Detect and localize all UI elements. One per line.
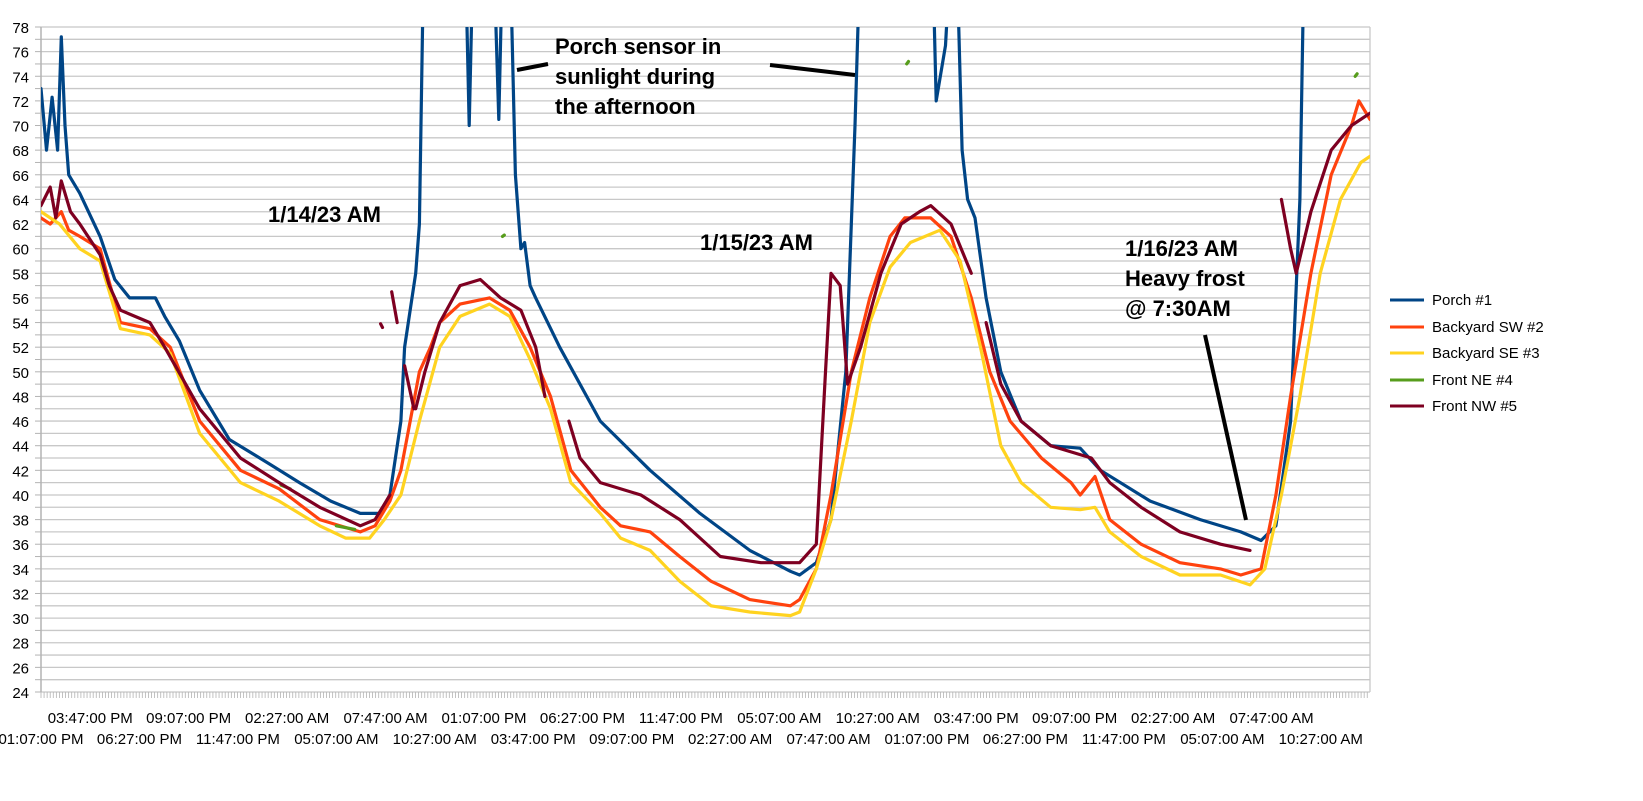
y-tick-label: 36 [12,537,29,554]
y-tick-label: 58 [12,266,29,283]
legend-label: Backyard SE #3 [1432,345,1540,362]
x-tick-label: 07:47:00 AM [786,731,870,748]
y-tick-label: 38 [12,513,29,530]
x-tick-label: 05:07:00 AM [1180,731,1264,748]
legend-label: Porch #1 [1432,292,1492,309]
porch-note-line-2: sunlight during [555,64,715,89]
y-tick-label: 46 [12,414,29,431]
y-tick-label: 56 [12,291,29,308]
y-tick-label: 74 [12,69,29,86]
y-tick-label: 48 [12,389,29,406]
y-tick-label: 24 [12,685,29,702]
y-tick-label: 42 [12,463,29,480]
legend-label: Backyard SW #2 [1432,319,1544,336]
porch-note-arrow-right [769,63,856,77]
x-tick-label: 03:47:00 PM [48,710,133,727]
legend-item-backyard-sw: Backyard SW #2 [1390,319,1544,336]
x-tick-label: 01:07:00 PM [0,731,84,748]
y-tick-label: 54 [12,316,29,333]
y-tick-label: 70 [12,119,29,136]
x-tick-label: 09:07:00 PM [589,731,674,748]
y-tick-label: 62 [12,217,29,234]
x-tick-label: 07:47:00 AM [343,710,427,727]
porch-note-line-3: the afternoon [555,94,696,119]
series-line-front-nw-5 [41,111,1370,565]
legend-item-porch: Porch #1 [1390,292,1492,309]
series-line-backyard-sw-2 [41,99,1370,608]
series-lines [41,27,1370,618]
y-tick-label: 30 [12,611,29,628]
porch-note-arrow-left [516,62,549,72]
y-tick-label: 72 [12,94,29,111]
day1-label: 1/14/23 AM [268,202,381,227]
x-tick-label: 11:47:00 PM [1082,731,1166,748]
y-tick-label: 68 [12,143,29,160]
y-tick-label: 52 [12,340,29,357]
x-tick-label: 01:07:00 PM [441,710,526,727]
x-tick-label: 11:47:00 PM [639,710,723,727]
day3-label-line-1: 1/16/23 AM [1125,236,1238,261]
x-tick-label: 02:27:00 AM [1131,710,1215,727]
x-tick-label: 02:27:00 AM [245,710,329,727]
x-tick-label: 09:07:00 PM [146,710,231,727]
legend-item-front-nw: Front NW #5 [1390,398,1517,415]
x-tick-label: 05:07:00 AM [294,731,378,748]
annotations: Porch sensor in sunlight during the afte… [268,34,1248,521]
y-axis-ticks: 24 26 28 30 32 34 36 38 40 42 44 46 48 50 52 54 56 58 60 62… [12,20,29,702]
y-tick-label: 66 [12,168,29,185]
x-axis-ticks: 01:07:00 PM 03:47:00 PM 06:27:00 PM 09:07:0… [0,710,1363,748]
y-tick-label: 44 [12,439,29,456]
x-tick-label: 05:07:00 AM [737,710,821,727]
x-tick-label: 10:27:00 AM [1279,731,1363,748]
y-tick-label: 32 [12,586,29,603]
day3-label-line-2: Heavy frost [1125,266,1246,291]
x-tick-label: 02:27:00 AM [688,731,772,748]
x-tick-label: 06:27:00 PM [97,731,182,748]
x-tick-label: 03:47:00 PM [491,731,576,748]
x-tick-label: 10:27:00 AM [836,710,920,727]
day3-label-line-3: @ 7:30AM [1125,296,1231,321]
legend-item-backyard-se: Backyard SE #3 [1390,345,1540,362]
x-tick-label: 03:47:00 PM [934,710,1019,727]
series-line-backyard-se-3 [41,154,1370,618]
x-tick-label: 01:07:00 PM [884,731,969,748]
legend-label: Front NE #4 [1432,372,1513,389]
y-tick-label: 40 [12,488,29,505]
x-tick-label: 06:27:00 PM [540,710,625,727]
y-tick-label: 78 [12,20,29,37]
legend: Porch #1 Backyard SW #2 Backyard SE #3 F… [1390,292,1544,415]
y-tick-label: 28 [12,636,29,653]
y-tick-label: 64 [12,192,29,209]
frost-arrow [1203,334,1248,521]
x-tick-label: 06:27:00 PM [983,731,1068,748]
x-tick-label: 07:47:00 AM [1229,710,1313,727]
day2-label: 1/15/23 AM [700,230,813,255]
legend-label: Front NW #5 [1432,398,1517,415]
y-tick-label: 60 [12,242,29,259]
y-tick-label: 26 [12,660,29,677]
series-line-porch-1 [41,27,1305,577]
y-tick-label: 34 [12,562,29,579]
legend-item-front-ne: Front NE #4 [1390,372,1513,389]
y-tick-label: 76 [12,45,29,62]
x-tick-label: 10:27:00 AM [393,731,477,748]
x-tick-label: 09:07:00 PM [1032,710,1117,727]
x-tick-label: 11:47:00 PM [196,731,280,748]
y-tick-label: 50 [12,365,29,382]
porch-note-line-1: Porch sensor in [555,34,721,59]
